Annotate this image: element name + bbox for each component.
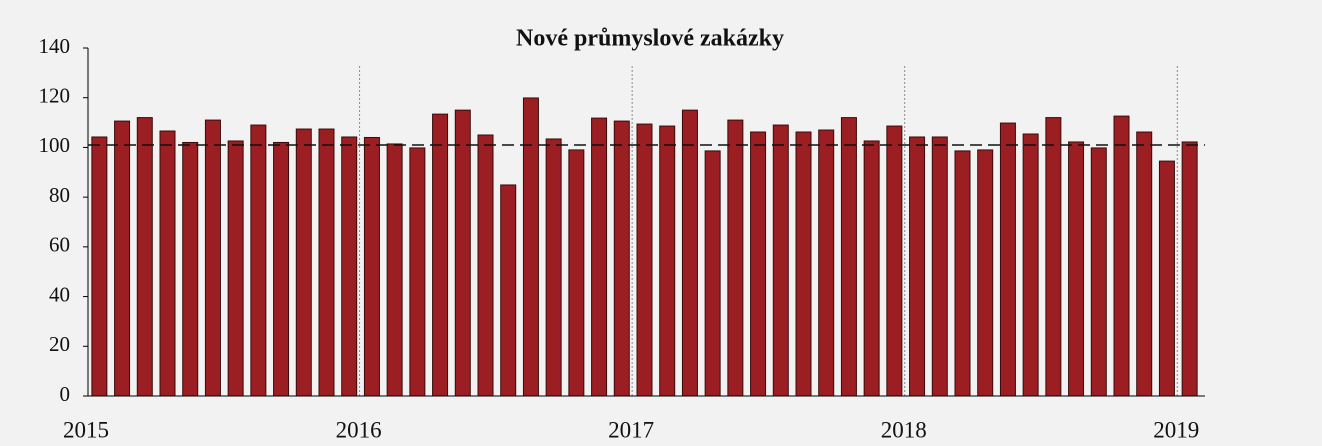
y-tick-label: 20 (49, 332, 70, 356)
bar (704, 150, 721, 397)
bar (204, 119, 221, 397)
bar (818, 129, 835, 397)
bar (1181, 141, 1198, 397)
y-tick-label: 100 (39, 133, 71, 157)
bar (295, 128, 312, 397)
bar (795, 131, 812, 397)
bar (318, 128, 335, 397)
bar (1136, 131, 1153, 397)
bar (772, 124, 789, 397)
bar (1045, 117, 1062, 397)
y-tick-label: 80 (49, 183, 70, 207)
bar (931, 136, 948, 397)
bar (522, 97, 539, 397)
bar (909, 136, 926, 397)
bar (636, 123, 653, 397)
bar (750, 131, 767, 397)
bar (545, 138, 562, 397)
y-tick-label: 40 (49, 282, 70, 306)
bar (727, 119, 744, 397)
bar (659, 125, 676, 397)
bar (432, 113, 449, 397)
bar (977, 149, 994, 397)
bar (840, 117, 857, 397)
bar (591, 117, 608, 397)
bar (409, 147, 426, 397)
bar (114, 120, 131, 397)
bar (341, 136, 358, 397)
bar (159, 130, 176, 397)
x-tick-label: 2016 (336, 417, 382, 442)
bar (1068, 141, 1085, 397)
bar (454, 109, 471, 397)
bar (613, 120, 630, 397)
bar (182, 141, 199, 397)
y-tick-label: 140 (39, 34, 71, 58)
bar (1113, 115, 1130, 397)
bar (273, 141, 290, 397)
bar (1158, 160, 1175, 397)
x-tick-label: 2018 (881, 417, 927, 442)
bar (386, 143, 403, 397)
bar (227, 140, 244, 397)
bar (250, 124, 267, 397)
x-tick-label: 2017 (608, 417, 654, 442)
bar (1090, 147, 1107, 397)
x-tick-label: 2019 (1153, 417, 1199, 442)
y-tick-label: 120 (39, 84, 71, 108)
bar (136, 117, 153, 397)
bar (886, 125, 903, 397)
bar (500, 184, 517, 397)
bar (954, 150, 971, 397)
bar (681, 109, 698, 397)
bar (477, 134, 494, 397)
bar (863, 140, 880, 397)
y-tick-label: 60 (49, 233, 70, 257)
bar (568, 149, 585, 397)
y-tick-label: 0 (60, 382, 71, 406)
bar (1022, 133, 1039, 397)
bar (91, 136, 108, 397)
x-tick-label: 2015 (63, 417, 109, 442)
bar (999, 122, 1016, 397)
chart-title: Nové průmyslové zakázky (516, 26, 784, 52)
bar (363, 136, 380, 397)
